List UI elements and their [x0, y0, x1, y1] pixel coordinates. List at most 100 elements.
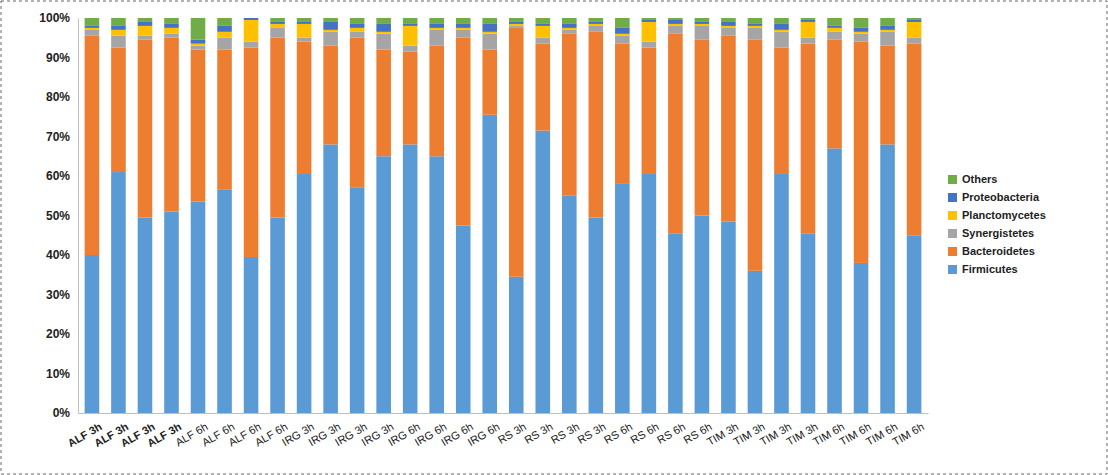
y-tick-label: 20% [46, 327, 70, 341]
bar-segment [270, 28, 285, 38]
bar-segment [456, 38, 471, 226]
bar-segment [907, 22, 922, 38]
bar-segment [323, 22, 338, 30]
x-tick-label: RS 6h [628, 420, 660, 446]
bar-segment [774, 30, 789, 32]
bar-segment [589, 217, 604, 413]
y-tick: 10% [46, 367, 78, 381]
bar-segment [323, 46, 338, 145]
legend-swatch [948, 265, 957, 274]
y-axis-line [78, 19, 79, 414]
bar-segment [880, 18, 895, 26]
bar-segment [589, 32, 604, 218]
bar-segment [244, 20, 259, 42]
bar-segment [138, 217, 153, 413]
bar-segment [880, 144, 895, 413]
bar-segment [854, 42, 869, 263]
bar-segment [509, 18, 524, 22]
legend-item: Planctomycetes [948, 209, 1046, 221]
bar-segment [164, 18, 179, 24]
bar-segment [774, 48, 789, 174]
bar-segment [429, 24, 444, 28]
bar-segment [376, 50, 391, 157]
bar-segment [509, 26, 524, 28]
bar-segment [270, 38, 285, 218]
bar-segment [456, 18, 471, 24]
series-bars [85, 115, 922, 413]
frame [1, 1, 1107, 474]
bar-segment [907, 44, 922, 236]
bar-segment [191, 40, 206, 44]
y-tick-label: 40% [46, 248, 70, 262]
bar-segment [642, 22, 657, 42]
x-tick: RS 6h [602, 413, 634, 446]
legend-swatch [948, 229, 957, 238]
x-tick-label: TIM 6h [890, 420, 926, 448]
bar-segment [403, 46, 418, 52]
bar-segment [376, 24, 391, 32]
bar-segment [85, 26, 100, 28]
bars [85, 18, 922, 413]
bar-segment [668, 233, 683, 413]
bar-segment [535, 131, 550, 413]
y-tick-label: 30% [46, 288, 70, 302]
y-tick: 90% [46, 51, 78, 65]
bar-segment [535, 44, 550, 131]
legend-item: Bacteroidetes [948, 245, 1035, 257]
bar-segment [111, 30, 126, 36]
y-tick-label: 90% [46, 51, 70, 65]
bar-segment [509, 24, 524, 26]
bar-segment [827, 40, 842, 149]
bar-segment [482, 115, 497, 413]
bar-segment [244, 48, 259, 257]
bar-segment [164, 38, 179, 212]
bar-segment [164, 28, 179, 34]
bar-segment [482, 18, 497, 24]
x-tick: RS 3h [575, 413, 607, 446]
bar-segment [138, 36, 153, 40]
bar-segment [456, 30, 471, 38]
bar-segment [748, 26, 763, 28]
bar-segment [217, 190, 232, 413]
bar-segment [111, 172, 126, 413]
bar-segment [695, 18, 710, 22]
bar-segment [774, 174, 789, 413]
x-tick-label: RS 3h [522, 420, 554, 446]
bar-segment [748, 28, 763, 40]
bar-segment [297, 42, 312, 174]
series-bars [85, 20, 922, 46]
bar-segment [482, 24, 497, 32]
bar-segment [403, 52, 418, 145]
bar-segment [854, 263, 869, 413]
bar-segment [270, 22, 285, 24]
bar-segment [138, 18, 153, 22]
bar-segment [350, 28, 365, 32]
x-tick: RS 3h [496, 413, 528, 446]
bar-segment [748, 271, 763, 413]
bar-segment [827, 26, 842, 28]
bar-segment [642, 48, 657, 174]
bar-segment [880, 30, 895, 32]
bar-segment [615, 184, 630, 413]
bar-segment [535, 26, 550, 38]
bar-segment [642, 42, 657, 48]
bar-segment [350, 18, 365, 24]
legend-label: Bacteroidetes [962, 245, 1035, 257]
bar-segment [297, 24, 312, 38]
legend-label: Proteobacteria [962, 191, 1040, 203]
bar-segment [376, 18, 391, 24]
bar-segment [695, 22, 710, 24]
bar-segment [695, 26, 710, 40]
bar-segment [376, 32, 391, 34]
y-tick: 20% [46, 327, 78, 341]
y-tick-label: 70% [46, 130, 70, 144]
bar-segment [695, 24, 710, 26]
bar-segment [801, 18, 816, 20]
x-tick: RS 6h [628, 413, 660, 446]
bar-segment [801, 38, 816, 44]
bar-segment [562, 196, 577, 413]
bar-segment [880, 26, 895, 30]
bar-segment [429, 18, 444, 24]
x-tick-label: RS 6h [602, 420, 634, 446]
bar-segment [429, 30, 444, 46]
